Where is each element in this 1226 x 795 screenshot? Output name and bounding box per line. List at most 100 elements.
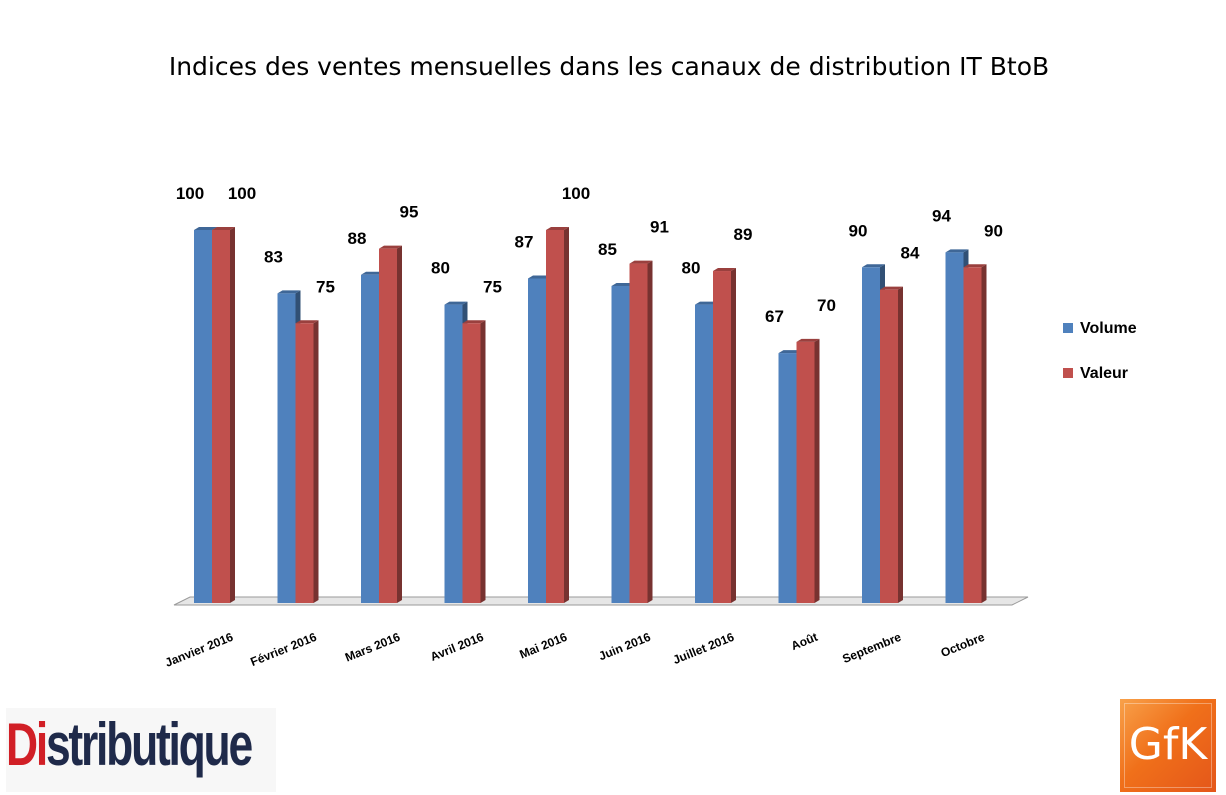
bar-top [212, 227, 235, 230]
bar-front [528, 278, 546, 603]
bar-front [695, 304, 713, 603]
legend-swatch-valeur [1063, 368, 1073, 378]
bar-top [880, 286, 903, 290]
bar-chart: 100 100 83 75 88 95 80 75 87 100 85 91 80 89 67 70 90 84 9… [163, 184, 1029, 670]
bar-top [963, 264, 987, 268]
data-label-volume-1: 100 [176, 184, 204, 203]
bar-valeur-5 [546, 227, 569, 603]
bar-front [379, 248, 397, 603]
x-tick-label-8: Août [789, 630, 820, 653]
data-label-valeur-9: 84 [901, 244, 920, 263]
x-tick-label-2: Février 2016 [248, 630, 319, 669]
x-tick-label-4: Avril 2016 [428, 630, 486, 664]
legend-swatch-volume [1063, 323, 1073, 333]
bar-side [313, 320, 319, 603]
data-label-valeur-6: 91 [650, 218, 669, 237]
data-label-valeur-7: 89 [734, 225, 753, 244]
bar-side [564, 227, 569, 603]
bar-side [480, 320, 486, 603]
bar-front [444, 304, 463, 603]
legend-label-valeur: Valeur [1080, 365, 1129, 382]
data-labels-layer: 100 100 83 75 88 95 80 75 87 100 85 91 80 89 67 70 90 84 9… [176, 184, 1003, 326]
bar-front [277, 293, 296, 603]
data-label-volume-5: 87 [515, 232, 534, 251]
bar-front [546, 230, 564, 603]
data-label-volume-4: 80 [431, 259, 450, 278]
legend-item-valeur: Valeur [1063, 365, 1128, 383]
bar-top [295, 320, 319, 324]
bar-side [814, 338, 820, 603]
bar-valeur-9 [880, 286, 903, 603]
chart-title: Indices des ventes mensuelles dans les c… [168, 52, 1050, 81]
bar-top [462, 320, 486, 324]
x-tick-label-9: Septembre [840, 630, 903, 666]
bar-valeur-3 [379, 245, 402, 603]
bars-layer [194, 227, 987, 603]
bar-front [611, 285, 630, 603]
bar-valeur-8 [796, 338, 820, 603]
bar-top [277, 290, 301, 294]
bar-front [880, 289, 898, 603]
data-label-valeur-5: 100 [562, 184, 590, 203]
bar-front [796, 341, 815, 603]
data-label-valeur-8: 70 [817, 296, 836, 315]
bar-top [796, 338, 820, 342]
legend-label-volume: Volume [1080, 320, 1137, 337]
data-label-valeur-1: 100 [228, 184, 256, 203]
bar-valeur-6 [629, 260, 653, 603]
data-label-volume-2: 83 [264, 247, 283, 266]
x-tick-label-6: Juin 2016 [597, 630, 653, 664]
data-label-volume-9: 90 [849, 221, 868, 240]
bar-top [361, 271, 384, 275]
bar-front [212, 230, 230, 603]
bar-side [731, 268, 736, 603]
bar-valeur-2 [295, 320, 319, 603]
bar-top [778, 350, 802, 354]
data-label-volume-8: 67 [765, 307, 784, 326]
gfk-logo: GfK [1120, 699, 1216, 792]
bar-top [194, 227, 217, 230]
data-label-volume-6: 85 [598, 240, 617, 259]
bar-side [981, 264, 987, 603]
bar-top [629, 260, 653, 264]
x-axis-tick-labels: Janvier 2016 Février 2016 Mars 2016 Avril 2… [163, 630, 987, 670]
bar-side [898, 286, 903, 603]
bar-front [778, 353, 797, 603]
bar-top [695, 301, 718, 305]
bar-front [945, 252, 964, 603]
x-tick-label-5: Mai 2016 [517, 630, 569, 662]
bar-valeur-7 [713, 268, 736, 603]
bar-top [945, 249, 969, 253]
x-tick-label-3: Mars 2016 [343, 630, 402, 665]
bar-valeur-1 [212, 227, 235, 603]
bar-front [194, 230, 212, 603]
bar-front [361, 274, 379, 603]
bar-top [379, 245, 402, 249]
bar-top [611, 282, 635, 286]
bar-front [862, 267, 880, 603]
bar-valeur-4 [462, 320, 486, 603]
bar-front [963, 267, 982, 603]
bar-top [528, 275, 551, 279]
bar-front [629, 263, 648, 603]
bar-front [295, 323, 314, 603]
x-tick-label-10: Octobre [939, 630, 987, 660]
data-label-valeur-10: 90 [984, 221, 1003, 240]
data-label-volume-10: 94 [932, 206, 951, 225]
data-label-valeur-2: 75 [316, 277, 335, 296]
bar-front [462, 323, 481, 603]
bar-top [713, 268, 736, 272]
x-tick-label-1: Janvier 2016 [163, 630, 235, 670]
distributique-logo: Distributique [6, 708, 276, 792]
data-label-valeur-4: 75 [483, 277, 502, 296]
bar-top [444, 301, 468, 305]
bar-side [397, 245, 402, 603]
data-label-volume-3: 88 [348, 229, 367, 248]
x-tick-label-7: Juillet 2016 [671, 630, 737, 667]
bar-front [713, 271, 731, 603]
bar-side [230, 227, 235, 603]
legend-item-volume: Volume [1063, 320, 1137, 338]
data-label-valeur-3: 95 [400, 203, 419, 222]
bar-side [647, 260, 653, 603]
bar-valeur-10 [963, 264, 987, 603]
